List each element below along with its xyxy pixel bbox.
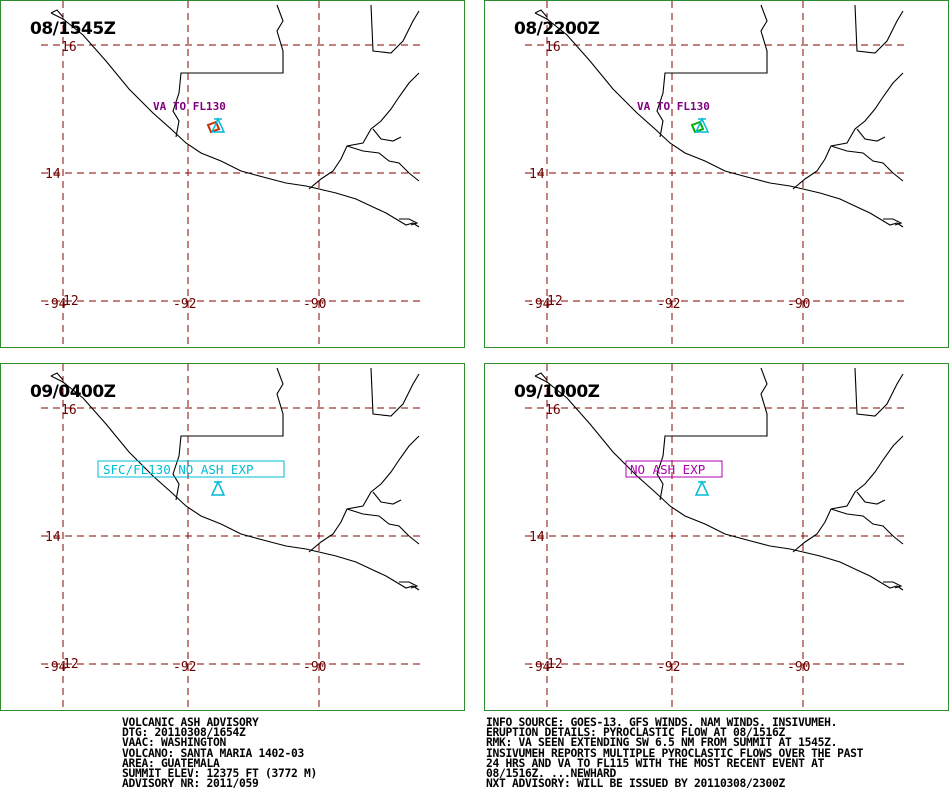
advisory-line: AREA: GUATEMALA bbox=[122, 756, 220, 770]
panel-valid-time: 09/0400Z bbox=[30, 382, 116, 402]
coastline bbox=[534, 4, 904, 228]
lat-label-12: 12 bbox=[547, 294, 563, 309]
lon-label-94: -94 bbox=[43, 297, 67, 312]
lon-label-94: -94 bbox=[527, 660, 551, 675]
advisory-remarks-block: INFO SOURCE: GOES-13. GFS WINDS. NAM WIN… bbox=[486, 716, 864, 791]
advisory-line: INFO SOURCE: GOES-13. GFS WINDS. NAM WIN… bbox=[486, 716, 838, 729]
forecast-panel-3: SFC/FL130 NO ASH EXP 16 14 12 -94 -92 -9… bbox=[0, 363, 465, 711]
advisory-line: VAAC: WASHINGTON bbox=[122, 736, 227, 750]
coastline bbox=[50, 4, 420, 228]
lat-lon-grid bbox=[41, 1, 421, 347]
lat-label-14: 14 bbox=[45, 167, 61, 182]
ash-cloud-polygon bbox=[206, 120, 221, 134]
ash-status-text: SFC/FL130 NO ASH EXP bbox=[103, 462, 254, 477]
lon-label-92: -92 bbox=[173, 297, 196, 312]
lat-label-16: 16 bbox=[545, 40, 561, 55]
overlay: SFC/FL130 NO ASH EXP bbox=[97, 460, 285, 496]
advisory-line: VOLCANO: SANTA MARIA 1402-03 bbox=[122, 746, 305, 760]
lon-label-94: -94 bbox=[43, 660, 67, 675]
lat-lon-grid bbox=[525, 364, 905, 710]
advisory-line: 08/1516Z. ...NEWHARD bbox=[486, 767, 617, 781]
va-level-label: VA TO FL130 bbox=[153, 100, 226, 113]
ash-status-box bbox=[625, 460, 723, 478]
lat-label-12: 12 bbox=[547, 657, 563, 672]
lat-label-16: 16 bbox=[545, 403, 561, 418]
advisory-line: RMK: VA SEEN EXTENDING SW 6.5 NM FROM SU… bbox=[486, 736, 838, 750]
panel-valid-time: 08/2200Z bbox=[514, 19, 600, 39]
lon-label-90: -90 bbox=[303, 660, 326, 675]
advisory-line: ERUPTION DETAILS: PYROCLASTIC FLOW AT 08… bbox=[486, 726, 786, 740]
volcano-icon bbox=[210, 117, 226, 133]
va-level-label: VA TO FL130 bbox=[637, 100, 710, 113]
volcano-icon bbox=[694, 480, 710, 496]
lat-label-14: 14 bbox=[45, 530, 61, 545]
advisory-line: INSIVUMEH REPORTS MULTIPLE PYROCLASTIC F… bbox=[486, 746, 864, 760]
overlay: VA TO FL130 bbox=[637, 100, 710, 134]
overlay: VA TO FL130 bbox=[153, 100, 226, 134]
lon-label-90: -90 bbox=[303, 297, 326, 312]
volcano-icon bbox=[694, 117, 710, 133]
map-canvas: SFC/FL130 NO ASH EXP 16 14 12 -94 -92 -9… bbox=[41, 364, 421, 710]
forecast-panel-1: VA TO FL130 16 14 12 -94 -92 -90 08/1545… bbox=[0, 0, 465, 348]
map-canvas: VA TO FL130 16 14 12 -94 -92 -90 bbox=[41, 1, 421, 347]
lon-label-92: -92 bbox=[657, 660, 680, 675]
forecast-panel-2: VA TO FL130 16 14 12 -94 -92 -90 08/2200… bbox=[484, 0, 949, 348]
advisory-line: NXT ADVISORY: WILL BE ISSUED BY 20110308… bbox=[486, 777, 786, 791]
lat-lon-grid bbox=[525, 1, 905, 347]
advisory-line: DTG: 20110308/1654Z bbox=[122, 726, 246, 740]
advisory-line: 24 HRS AND VA TO FL115 WITH THE MOST REC… bbox=[486, 756, 825, 770]
forecast-panel-4: NO ASH EXP 16 14 12 -94 -92 -90 09/1000Z bbox=[484, 363, 949, 711]
lat-label-14: 14 bbox=[529, 167, 545, 182]
panel-valid-time: 08/1545Z bbox=[30, 19, 116, 39]
lon-label-92: -92 bbox=[657, 297, 680, 312]
advisory-line: SUMMIT ELEV: 12375 FT (3772 M) bbox=[122, 767, 318, 781]
coastline bbox=[50, 367, 420, 591]
overlay: NO ASH EXP bbox=[625, 460, 723, 496]
ash-status-text: NO ASH EXP bbox=[630, 462, 705, 477]
panel-valid-time: 09/1000Z bbox=[514, 382, 600, 402]
lat-label-14: 14 bbox=[529, 530, 545, 545]
lon-label-90: -90 bbox=[787, 660, 810, 675]
lat-label-16: 16 bbox=[61, 403, 77, 418]
lon-label-90: -90 bbox=[787, 297, 810, 312]
advisory-line: VOLCANIC ASH ADVISORY bbox=[122, 716, 259, 729]
map-canvas: VA TO FL130 16 14 12 -94 -92 -90 bbox=[525, 1, 905, 347]
lat-label-12: 12 bbox=[63, 294, 79, 309]
advisory-line: ADVISORY NR: 2011/059 bbox=[122, 777, 259, 791]
coastline bbox=[534, 367, 904, 591]
map-canvas: NO ASH EXP 16 14 12 -94 -92 -90 bbox=[525, 364, 905, 710]
lon-label-92: -92 bbox=[173, 660, 196, 675]
lat-label-16: 16 bbox=[61, 40, 77, 55]
ash-cloud-polygon bbox=[690, 120, 705, 134]
ash-status-box bbox=[97, 460, 285, 478]
advisory-header-block: VOLCANIC ASH ADVISORY DTG: 20110308/1654Z… bbox=[122, 716, 318, 791]
volcano-icon bbox=[210, 480, 226, 496]
lat-label-12: 12 bbox=[63, 657, 79, 672]
lat-lon-grid bbox=[41, 364, 421, 710]
lon-label-94: -94 bbox=[527, 297, 551, 312]
